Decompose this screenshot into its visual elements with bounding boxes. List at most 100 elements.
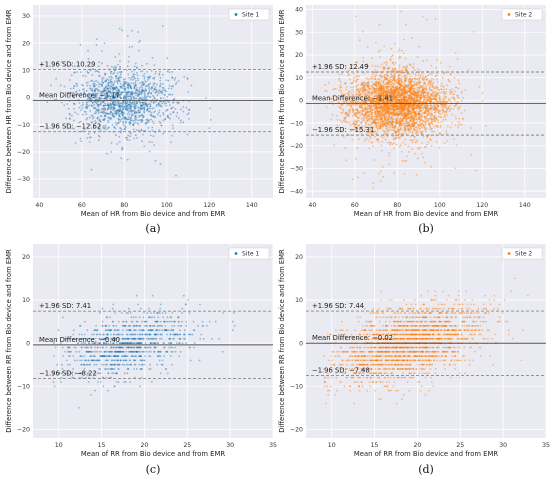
data-point (173, 79, 176, 81)
data-point (100, 83, 102, 86)
x-tick-label: 120 (476, 202, 488, 209)
data-point (145, 80, 148, 83)
data-point (90, 115, 93, 117)
data-point (136, 87, 138, 89)
data-point (107, 105, 110, 107)
data-point (107, 116, 110, 118)
data-point (371, 121, 374, 124)
data-point (447, 78, 450, 81)
data-point (98, 74, 100, 77)
data-point (451, 121, 453, 124)
data-point (405, 74, 408, 77)
data-point (144, 103, 147, 106)
data-point (340, 89, 343, 92)
y-tick-label: −10 (17, 122, 30, 129)
data-point (123, 95, 126, 98)
data-point (121, 91, 124, 94)
data-point (139, 111, 142, 113)
data-point (105, 128, 108, 131)
data-point (175, 81, 178, 84)
data-point (436, 80, 439, 83)
data-point (422, 108, 425, 111)
data-point (63, 104, 66, 107)
data-point (50, 84, 53, 87)
data-point (441, 109, 444, 112)
data-point (120, 105, 123, 108)
data-point (115, 86, 118, 88)
data-point (368, 82, 370, 84)
data-point (408, 151, 410, 153)
data-point (404, 122, 407, 125)
data-point (394, 137, 397, 140)
data-point (381, 140, 384, 143)
data-point (110, 70, 112, 73)
data-point (435, 94, 437, 96)
data-point (381, 126, 384, 128)
data-point (424, 110, 426, 113)
data-point (402, 86, 405, 89)
data-point (393, 106, 395, 109)
data-point (101, 62, 103, 65)
data-point (111, 123, 114, 126)
data-point (141, 92, 144, 95)
data-point (127, 82, 130, 85)
data-point (436, 100, 438, 103)
data-point (113, 91, 116, 94)
panel-a: +1.96 SD: 10.29 Mean Difference: −1.17 −… (5, 5, 273, 235)
data-point (153, 88, 156, 90)
data-point (457, 126, 460, 129)
data-point (146, 108, 149, 111)
data-point (118, 115, 121, 117)
data-point (105, 87, 108, 90)
data-point (130, 101, 132, 103)
data-point (105, 152, 108, 155)
data-point (410, 84, 413, 87)
data-point (127, 118, 130, 121)
data-point (146, 85, 149, 87)
data-point (447, 107, 449, 109)
data-point (94, 94, 97, 96)
data-point (339, 83, 342, 86)
data-point (449, 72, 452, 75)
data-point (98, 109, 100, 112)
data-point (416, 120, 418, 123)
data-point (451, 88, 454, 91)
data-point (133, 73, 136, 76)
data-point (126, 136, 129, 139)
y-tick-label: −30 (17, 176, 30, 183)
data-point (152, 107, 155, 109)
data-point (103, 114, 106, 117)
data-point (406, 76, 408, 79)
data-point (146, 105, 149, 107)
data-point (376, 121, 379, 124)
data-point (357, 116, 360, 119)
data-point (170, 107, 173, 110)
data-point (101, 97, 103, 100)
data-point (389, 83, 391, 86)
data-point (112, 109, 115, 112)
data-point (177, 80, 180, 82)
data-point (387, 90, 390, 93)
data-point (86, 137, 89, 139)
data-point (363, 107, 366, 110)
data-point (166, 57, 169, 60)
data-point (134, 92, 137, 94)
data-point (129, 84, 132, 87)
data-point (393, 76, 396, 79)
data-point (154, 72, 157, 75)
data-point (139, 104, 142, 106)
data-point (107, 84, 110, 87)
data-point (153, 144, 156, 147)
data-point (110, 70, 113, 73)
data-point (87, 132, 90, 135)
data-point (171, 76, 174, 79)
data-point (345, 159, 348, 162)
data-point (442, 118, 445, 121)
data-point (101, 85, 103, 88)
data-point (98, 97, 101, 100)
data-point (59, 84, 62, 87)
data-point (107, 84, 110, 87)
data-point (155, 70, 157, 73)
data-point (114, 66, 117, 68)
data-point (417, 74, 420, 77)
